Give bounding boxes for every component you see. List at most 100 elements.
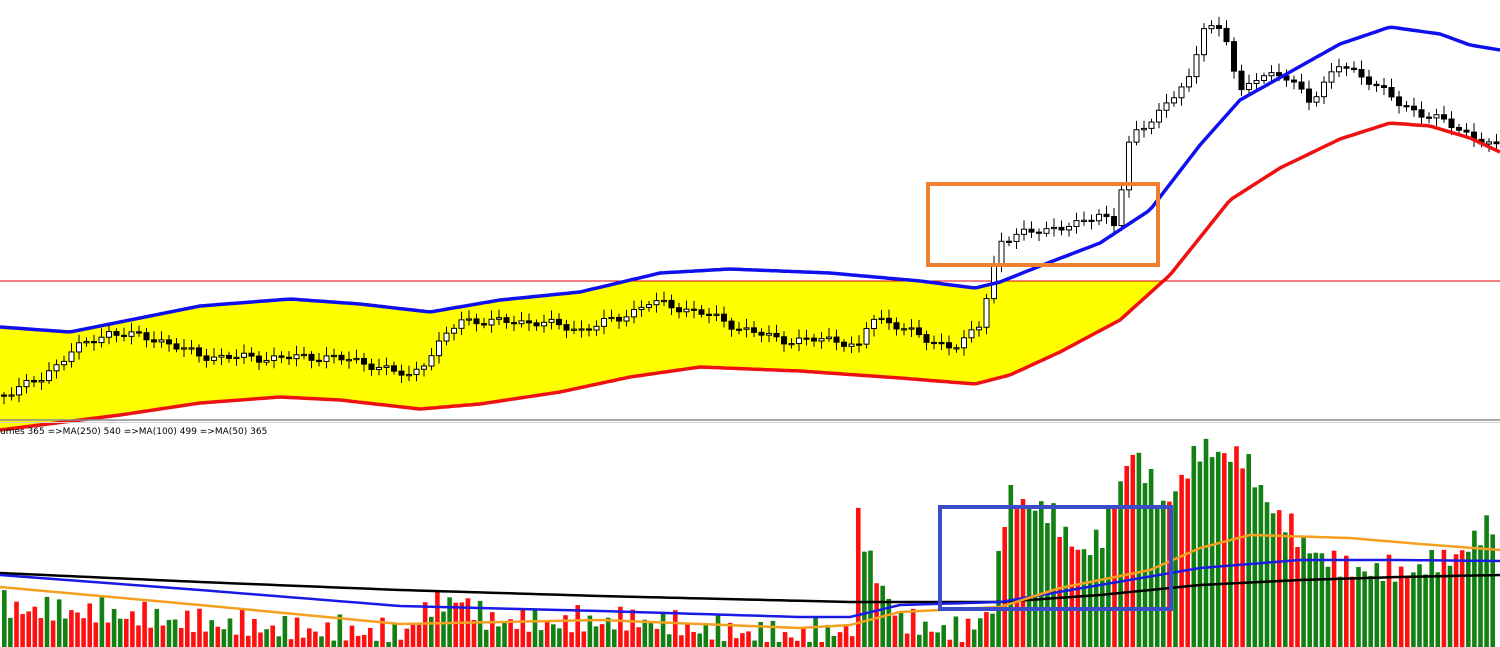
volume-bar	[2, 590, 7, 647]
volume-bar	[258, 632, 263, 647]
volume-bar	[50, 620, 56, 647]
candle-body	[1036, 231, 1042, 234]
candle-body	[211, 356, 217, 361]
candle-body	[1351, 67, 1357, 71]
volume-bar	[1124, 465, 1129, 647]
volume-bar	[508, 619, 513, 647]
candle-body	[271, 355, 277, 361]
volume-bar	[795, 640, 800, 647]
candle-body	[1321, 81, 1327, 98]
candle-body	[383, 365, 390, 368]
volume-bar	[923, 621, 928, 647]
volume-bar	[1093, 529, 1099, 647]
volume-bar	[130, 611, 135, 647]
candle-body	[158, 339, 165, 343]
volume-bar	[959, 642, 965, 647]
candle-body	[31, 379, 37, 383]
volume-bar	[1276, 510, 1282, 647]
volume-bar	[8, 617, 13, 647]
volume-bar	[483, 629, 489, 647]
candle-body	[1403, 105, 1410, 108]
candle-body	[293, 354, 300, 360]
volume-bar	[374, 640, 379, 647]
candle-body	[631, 309, 637, 318]
candle-body	[1396, 96, 1402, 107]
volume-bar	[435, 589, 440, 647]
candle-body	[1028, 228, 1035, 233]
volume-bar	[1246, 454, 1251, 647]
candle-body	[166, 339, 172, 345]
volume-bar	[1380, 580, 1386, 647]
candle-body	[308, 353, 315, 361]
candle-body	[1373, 83, 1380, 87]
volume-bar	[947, 639, 953, 647]
volume-bar	[1228, 461, 1233, 647]
volume-bar	[715, 614, 721, 647]
candle-body	[743, 327, 750, 330]
candle-body	[653, 300, 660, 306]
candle-body	[1021, 228, 1027, 235]
candle-body	[893, 322, 900, 330]
candle-body	[803, 337, 810, 340]
volume-bar	[209, 620, 214, 647]
volume-bar	[368, 627, 373, 647]
volume-bar	[1301, 535, 1306, 647]
candle-body	[1441, 114, 1447, 120]
volume-bar	[758, 621, 763, 647]
candle-body	[1186, 76, 1192, 88]
volume-bar	[239, 608, 245, 647]
volume-bar	[496, 626, 501, 647]
candle-body	[511, 322, 517, 325]
volume-bar	[124, 618, 129, 647]
candle-body	[1058, 226, 1065, 231]
volume-panel: umes 365 =>MA(250) 540 =>MA(100) 499 =>M…	[0, 427, 1500, 647]
candle-body	[226, 354, 232, 359]
candle-body	[1163, 102, 1170, 111]
volume-bar	[14, 601, 19, 647]
volume-bar	[87, 603, 92, 647]
volume-bar	[593, 626, 599, 647]
volume-bar	[1148, 469, 1154, 647]
candle-body	[496, 317, 502, 320]
price-highlight-box	[926, 182, 1160, 267]
candle-body	[1418, 109, 1425, 118]
lower-band-line	[0, 121, 1500, 432]
volume-bar	[727, 622, 733, 647]
candle-body	[488, 318, 495, 326]
volume-bar	[685, 622, 690, 647]
volume-bar	[1484, 515, 1489, 647]
volume-bar	[856, 507, 861, 647]
candle-body	[473, 318, 480, 325]
volume-bar	[526, 631, 532, 647]
candle-body	[841, 341, 847, 347]
candle-body	[758, 331, 765, 336]
candle-body	[46, 370, 52, 382]
candle-body	[143, 332, 150, 341]
candle-body	[751, 327, 757, 333]
candle-body	[1073, 220, 1080, 227]
candle-body	[968, 329, 975, 339]
candle-body	[728, 320, 735, 330]
volume-bar	[1490, 534, 1495, 647]
candle-body	[848, 343, 855, 347]
volume-bar	[746, 631, 751, 647]
candle-body	[811, 337, 817, 342]
volume-bar	[380, 617, 385, 647]
volume-bar	[1075, 549, 1081, 647]
candle-body	[61, 360, 67, 366]
volume-bar	[502, 622, 507, 647]
volume-bar	[892, 615, 898, 647]
ma50-line	[0, 533, 1500, 630]
candle-body	[248, 352, 255, 357]
volume-bar	[532, 609, 538, 647]
volume-bar	[1234, 446, 1239, 647]
volume-bar	[81, 618, 86, 647]
volume-bar	[1258, 484, 1264, 647]
candle-body	[16, 386, 22, 396]
candle-body	[638, 306, 645, 311]
candle-body	[1448, 118, 1455, 128]
volume-bar	[203, 631, 208, 647]
volume-bar	[740, 633, 745, 647]
volume-bar	[154, 608, 160, 647]
candle-body	[346, 359, 352, 362]
